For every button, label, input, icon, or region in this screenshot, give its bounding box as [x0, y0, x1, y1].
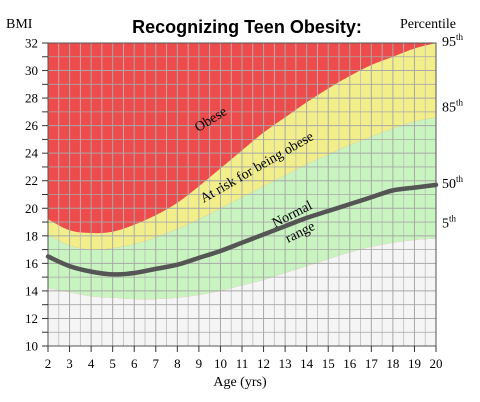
- x-tick-label: 7: [153, 356, 160, 371]
- x-tick-label: 5: [109, 356, 116, 371]
- y-tick-label: 28: [25, 91, 38, 106]
- x-tick-label: 6: [131, 356, 138, 371]
- y-tick-label: 14: [25, 283, 39, 298]
- y-tick-label: 10: [25, 339, 38, 354]
- percentile-axis-label: Percentile: [400, 17, 456, 32]
- x-tick-label: 2: [45, 356, 52, 371]
- x-tick-label: 3: [66, 356, 73, 371]
- percentile-label-95th: 95th: [442, 32, 464, 50]
- x-axis-label: Age (yrs): [213, 375, 267, 390]
- x-tick-label: 13: [279, 356, 292, 371]
- x-tick-label: 15: [322, 356, 335, 371]
- y-axis-label: BMI: [6, 17, 33, 32]
- x-tick-label: 17: [365, 356, 379, 371]
- x-tick-label: 11: [236, 356, 249, 371]
- x-tick-label: 19: [408, 356, 421, 371]
- percentile-sup: th: [456, 174, 464, 184]
- y-tick-label: 30: [25, 63, 38, 78]
- x-tick-label: 10: [214, 356, 227, 371]
- y-tick-label: 20: [25, 201, 38, 216]
- y-axis: 10 12 14 16 18 20 22 24 26 28 30 32: [25, 36, 48, 354]
- median-group: [45, 182, 439, 277]
- percentile-sup: th: [456, 97, 464, 107]
- percentile-label-85th: 85th: [442, 97, 464, 115]
- y-tick-label: 24: [25, 146, 39, 161]
- percentile-label-5th: 5th: [442, 214, 457, 232]
- x-tick-label: 12: [257, 356, 270, 371]
- x-tick-label: 4: [88, 356, 95, 371]
- x-tick-label: 16: [343, 356, 357, 371]
- x-axis: 2 3 4 5 6 7 8 9 10 11 12 13 14 15 16 17 18 19 20: [45, 346, 443, 371]
- x-tick-label: 20: [430, 356, 443, 371]
- y-tick-label: 32: [25, 36, 38, 51]
- y-tick-label: 16: [25, 256, 39, 271]
- percentile-labels: 95th 85th 50th 5th: [442, 32, 464, 232]
- chart-title: Recognizing Teen Obesity:: [132, 17, 362, 37]
- y-tick-label: 18: [25, 228, 38, 243]
- y-tick-label: 26: [25, 118, 39, 133]
- percentile-sup: th: [456, 32, 464, 42]
- y-tick-label: 22: [25, 173, 38, 188]
- x-tick-label: 9: [196, 356, 203, 371]
- y-tick-label: 12: [25, 311, 38, 326]
- grid-lines: [47, 42, 437, 347]
- x-tick-label: 8: [174, 356, 181, 371]
- percentile-label-50th: 50th: [442, 174, 464, 192]
- series-line-50th: [45, 182, 439, 277]
- x-tick-label: 18: [386, 356, 399, 371]
- percentile-sup: th: [449, 214, 457, 224]
- x-tick-label: 14: [300, 356, 314, 371]
